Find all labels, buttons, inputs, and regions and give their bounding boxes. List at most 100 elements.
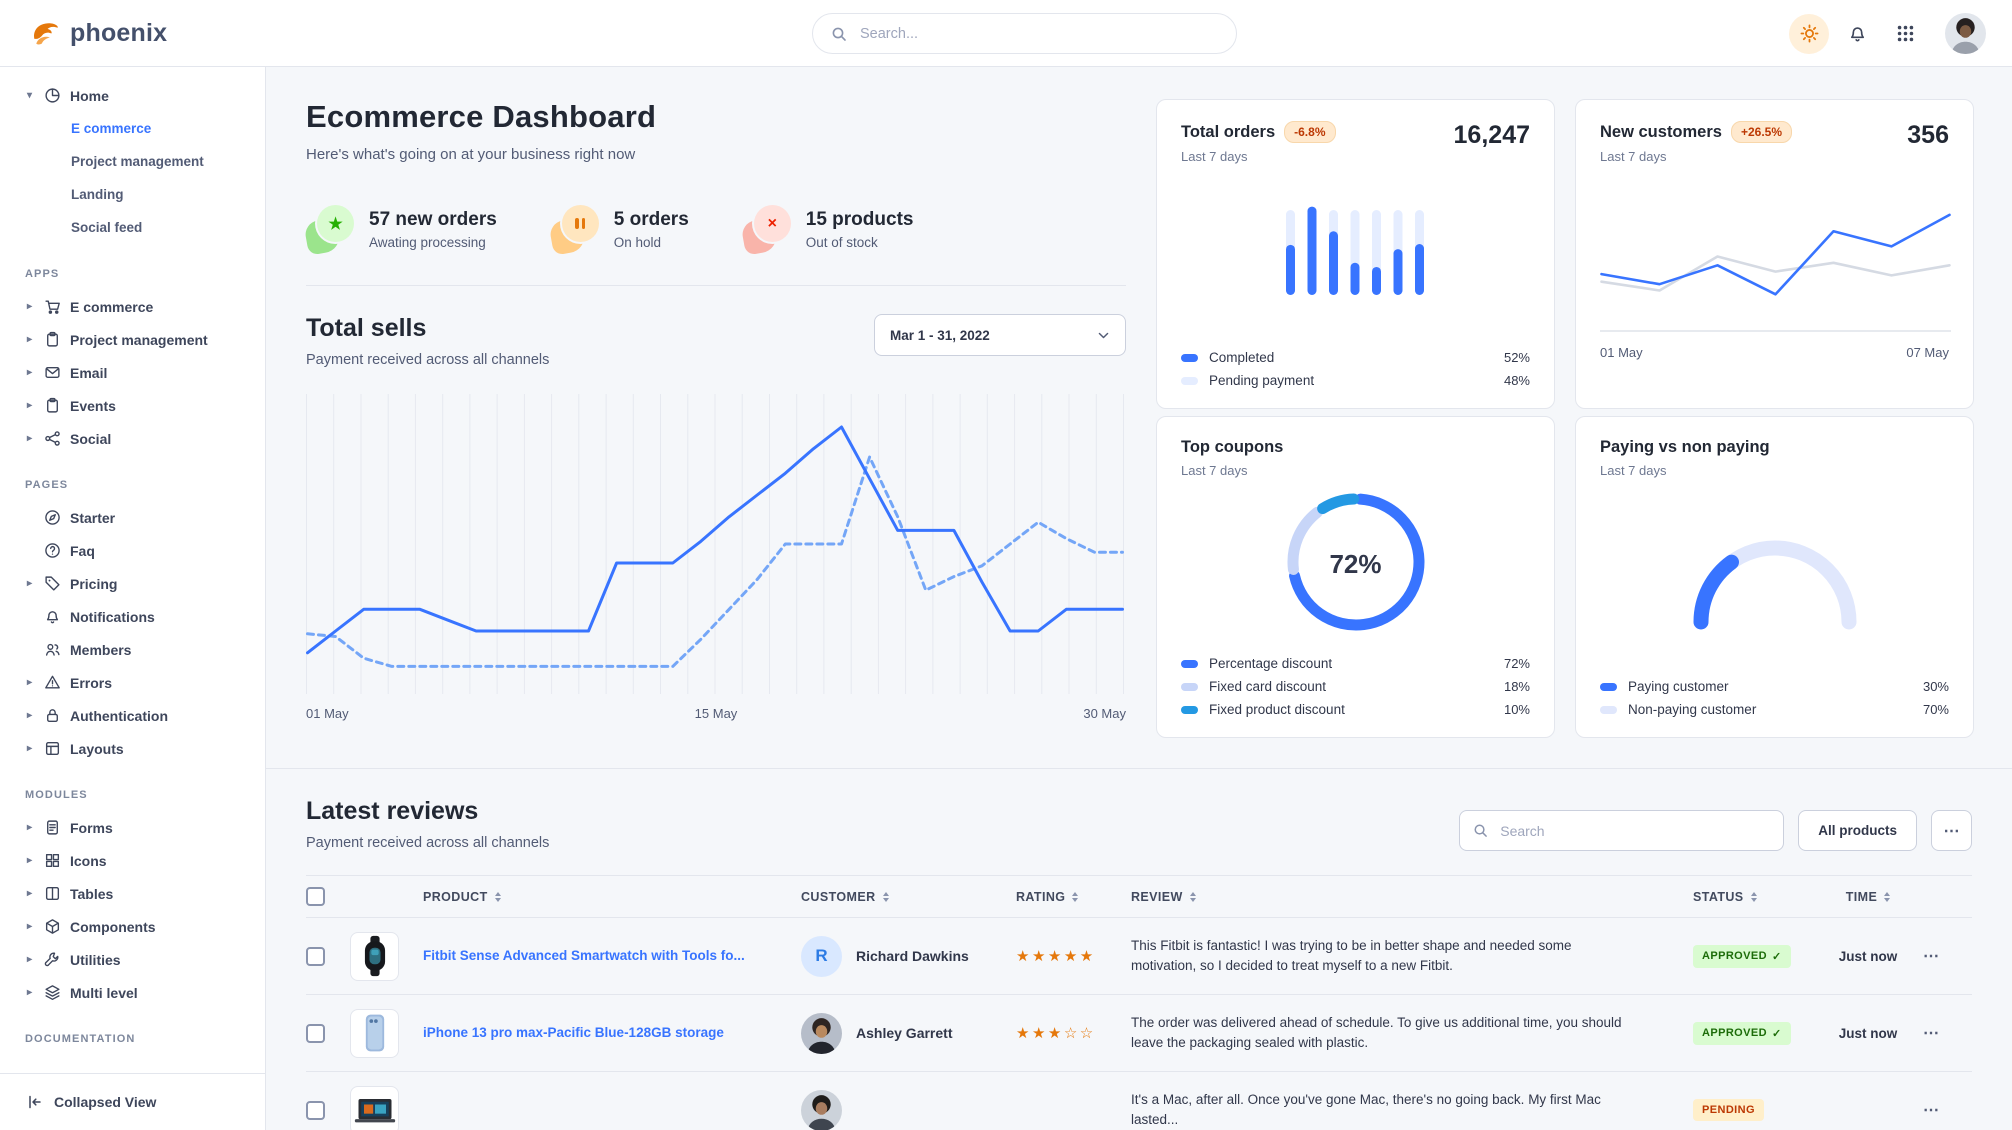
sidebar-item-home[interactable]: ▾ Home xyxy=(24,79,245,112)
total-orders-bar-chart xyxy=(1181,200,1530,295)
date-range-select[interactable]: Mar 1 - 31, 2022 xyxy=(874,314,1126,356)
sidebar-section-label-modules: MODULES xyxy=(25,789,88,801)
legend-label: Percentage discount xyxy=(1209,656,1333,671)
total-sells-subtitle: Payment received across all channels xyxy=(306,352,550,368)
legend-item-fixed-product-discount: Fixed product discount 10% xyxy=(1181,698,1530,721)
row-checkbox[interactable] xyxy=(306,1023,325,1043)
row-checkbox[interactable] xyxy=(306,946,325,966)
file-icon xyxy=(44,819,61,836)
sidebar-item-label: Starter xyxy=(70,509,116,526)
change-badge: +26.5% xyxy=(1730,121,1793,143)
column-header-review[interactable]: REVIEW xyxy=(1131,890,1693,904)
sidebar-item-forms[interactable]: ▸ Forms xyxy=(24,811,245,844)
sidebar-item-tables[interactable]: ▸ Tables xyxy=(24,877,245,910)
apps-grid-icon[interactable] xyxy=(1885,14,1925,54)
check-icon: ✓ xyxy=(1771,950,1782,963)
compass-icon xyxy=(44,509,61,526)
stat-text: 57 new orders Awating processing xyxy=(369,209,497,250)
caret-right-icon: ▸ xyxy=(26,367,33,378)
sidebar-item-label: Components xyxy=(70,918,156,935)
all-products-button[interactable]: All products xyxy=(1798,810,1917,851)
donut-center-label: 72% xyxy=(1329,549,1382,579)
column-header-status[interactable]: STATUS xyxy=(1693,890,1813,904)
sidebar-item-starter[interactable]: Starter xyxy=(24,501,245,534)
sidebar-item-faq[interactable]: Faq xyxy=(24,534,245,567)
stat-subtitle: Out of stock xyxy=(805,234,878,250)
paying-legend: Paying customer 30% Non-paying customer 70% xyxy=(1600,675,1949,721)
sort-icon xyxy=(1750,891,1757,902)
caret-right-icon: ▸ xyxy=(26,400,33,411)
mail-icon xyxy=(44,364,61,381)
legend-swatch xyxy=(1181,659,1198,668)
row-checkbox[interactable] xyxy=(306,1100,325,1120)
column-header-time[interactable]: TIME xyxy=(1813,890,1923,904)
sidebar-subitem-e-commerce[interactable]: E commerce xyxy=(71,121,152,136)
time-cell: Just now xyxy=(1838,948,1898,964)
sidebar-nav: ▾ Home E commerce Project management Landing… xyxy=(0,67,265,1073)
global-search[interactable] xyxy=(812,13,1237,54)
table-row: It's a Mac, after all. Once you've gone … xyxy=(306,1072,1972,1130)
sidebar-item-e-commerce[interactable]: ▸ E commerce xyxy=(24,290,245,323)
column-header-rating[interactable]: RATING xyxy=(1016,890,1131,904)
legend-value: 10% xyxy=(1503,702,1530,717)
customer-cell[interactable]: Ashley Garrett xyxy=(801,1012,1016,1054)
stat-icon-wrap xyxy=(548,205,599,256)
topnav-actions xyxy=(1789,0,1986,67)
sidebar-item-project-management[interactable]: ▸ Project management xyxy=(24,323,245,356)
change-badge: -6.8% xyxy=(1284,121,1336,143)
row-menu-button[interactable]: ⋯ xyxy=(1923,1025,1939,1042)
column-header-label: REVIEW xyxy=(1131,889,1183,904)
sidebar-item-pricing[interactable]: ▸ Pricing xyxy=(24,567,245,600)
sidebar-item-label: Social xyxy=(70,430,112,447)
sidebar-item-layouts[interactable]: ▸ Layouts xyxy=(24,732,245,765)
sidebar-item-errors[interactable]: ▸ Errors xyxy=(24,666,245,699)
brand[interactable]: phoenix xyxy=(30,0,167,67)
product-link[interactable]: Fitbit Sense Advanced Smartwatch with To… xyxy=(423,948,745,963)
customer-cell[interactable]: R Richard Dawkins xyxy=(801,935,1016,977)
product-link[interactable]: iPhone 13 pro max-Pacific Blue-128GB sto… xyxy=(423,1025,724,1040)
sidebar-item-notifications[interactable]: Notifications xyxy=(24,600,245,633)
notifications-bell-icon[interactable] xyxy=(1837,14,1877,54)
sidebar-item-events[interactable]: ▸ Events xyxy=(24,389,245,422)
column-header-customer[interactable]: CUSTOMER xyxy=(801,890,1016,904)
collapse-view-button[interactable]: Collapsed View xyxy=(0,1073,265,1130)
reviews-search[interactable] xyxy=(1459,810,1785,851)
sidebar-item-multi-level[interactable]: ▸ Multi level xyxy=(24,976,245,1009)
search-input[interactable] xyxy=(858,24,1218,43)
row-menu-button[interactable]: ⋯ xyxy=(1923,1102,1939,1119)
sidebar-item-components[interactable]: ▸ Components xyxy=(24,910,245,943)
reviews-more-button[interactable]: ⋯ xyxy=(1931,810,1972,851)
customer-cell[interactable] xyxy=(801,1089,1016,1130)
column-header-product[interactable]: PRODUCT xyxy=(423,890,801,904)
sidebar-item-authentication[interactable]: ▸ Authentication xyxy=(24,699,245,732)
theme-toggle-sun-icon[interactable] xyxy=(1789,13,1829,54)
sidebar-item-members[interactable]: Members xyxy=(24,633,245,666)
sidebar-subitem-social-feed[interactable]: Social feed xyxy=(71,220,143,235)
customer-avatar xyxy=(801,1012,842,1054)
sidebar-item-label: Project management xyxy=(70,331,208,348)
customer-name: Richard Dawkins xyxy=(856,948,969,964)
legend-item-pending-payment: Pending payment 48% xyxy=(1181,369,1530,392)
legend-label: Non-paying customer xyxy=(1628,702,1757,717)
check-icon: ✓ xyxy=(1771,1027,1782,1040)
reviews-search-input[interactable] xyxy=(1498,821,1771,840)
sidebar-subitem-landing[interactable]: Landing xyxy=(71,187,124,202)
page-subtitle: Here's what's going on at your business … xyxy=(306,146,636,163)
sort-icon xyxy=(1884,891,1891,902)
user-avatar[interactable] xyxy=(1945,13,1986,54)
sidebar-item-social[interactable]: ▸ Social xyxy=(24,422,245,455)
top-navbar: phoenix xyxy=(0,0,2012,67)
sidebar-item-email[interactable]: ▸ Email xyxy=(24,356,245,389)
caret-right-icon: ▸ xyxy=(26,987,33,998)
legend-label: Fixed product discount xyxy=(1209,702,1345,717)
collapse-view-label: Collapsed View xyxy=(54,1094,157,1110)
sidebar-item-icons[interactable]: ▸ Icons xyxy=(24,844,245,877)
legend-swatch xyxy=(1181,705,1198,714)
sidebar-item-utilities[interactable]: ▸ Utilities xyxy=(24,943,245,976)
caret-right-icon: ▸ xyxy=(26,888,33,899)
row-checkbox[interactable] xyxy=(306,887,325,906)
sidebar-subitem-project-management[interactable]: Project management xyxy=(71,154,204,169)
row-menu-button[interactable]: ⋯ xyxy=(1923,948,1939,965)
card-title: Paying vs non paying xyxy=(1600,438,1770,456)
card-title: Top coupons xyxy=(1181,438,1284,456)
